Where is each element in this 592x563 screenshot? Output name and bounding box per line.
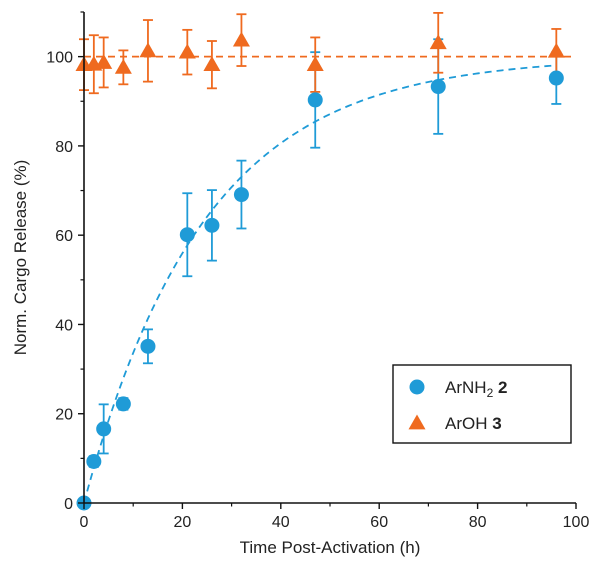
y-tick-label: 80 bbox=[55, 139, 73, 156]
data-point-circle bbox=[140, 338, 156, 354]
legend-marker-triangle bbox=[408, 414, 426, 430]
x-tick-label: 20 bbox=[174, 514, 192, 531]
y-axis-label: Norm. Cargo Release (%) bbox=[11, 160, 30, 356]
data-point-triangle bbox=[232, 31, 250, 47]
x-tick-label: 40 bbox=[272, 514, 290, 531]
y-tick-label: 20 bbox=[55, 407, 73, 424]
fit-curves bbox=[83, 55, 576, 504]
legend-label: ArNH2 2 bbox=[445, 378, 507, 400]
y-tick-label: 100 bbox=[46, 50, 73, 67]
data-point-circle bbox=[96, 421, 112, 437]
legend: ArNH2 2 ArOH 3 bbox=[392, 364, 572, 444]
axes: 0 20 40 60 80 100 0 20 40 60 80 100 bbox=[46, 11, 590, 531]
x-tick-label: 100 bbox=[563, 514, 590, 531]
data-markers bbox=[75, 31, 565, 511]
data-point-circle bbox=[179, 227, 195, 243]
x-tick-label: 60 bbox=[370, 514, 388, 531]
data-point-circle bbox=[430, 79, 446, 95]
y-tick-label: 40 bbox=[55, 317, 73, 334]
data-point-triangle bbox=[178, 43, 196, 59]
x-axis-label: Time Post-Activation (h) bbox=[240, 538, 421, 557]
data-point-circle bbox=[548, 70, 564, 86]
data-point-circle bbox=[233, 187, 249, 203]
data-point-triangle bbox=[306, 56, 324, 72]
data-point-circle bbox=[115, 396, 131, 412]
data-point-triangle bbox=[547, 42, 565, 58]
data-point-circle bbox=[307, 92, 323, 108]
data-point-triangle bbox=[429, 34, 447, 50]
y-tick-label: 0 bbox=[64, 496, 73, 513]
data-point-triangle bbox=[139, 42, 157, 58]
legend-marker-circle bbox=[409, 379, 425, 395]
x-tick-label: 0 bbox=[80, 514, 89, 531]
x-tick-label: 80 bbox=[469, 514, 487, 531]
data-point-circle bbox=[86, 453, 102, 469]
legend-label: ArOH 3 bbox=[445, 414, 502, 433]
data-point-triangle bbox=[95, 53, 113, 69]
data-point-triangle bbox=[203, 56, 221, 72]
fit-line bbox=[83, 64, 557, 504]
data-point-triangle bbox=[114, 58, 132, 74]
y-tick-label: 60 bbox=[55, 228, 73, 245]
data-point-circle bbox=[204, 217, 220, 233]
legend-box bbox=[392, 364, 572, 444]
